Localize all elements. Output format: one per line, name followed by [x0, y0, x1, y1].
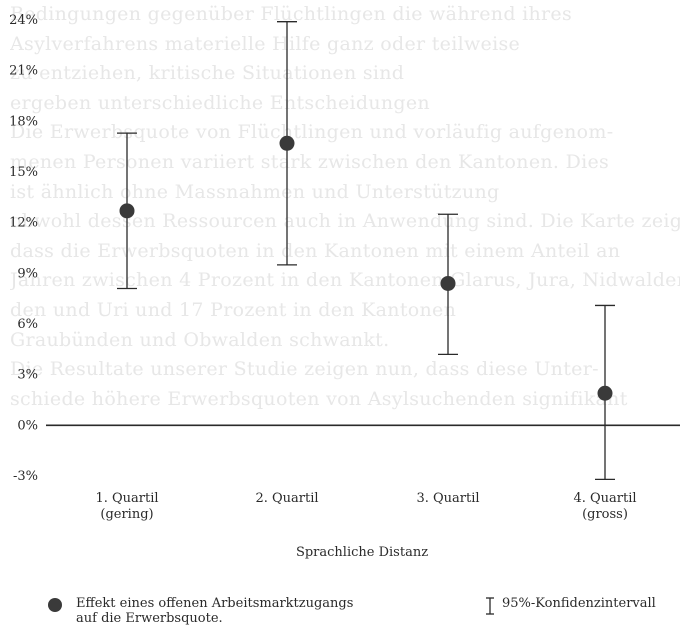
y-tick-label: 12%: [9, 216, 38, 231]
background-text-line: Jahren zwischen 4 Prozent in den Kantone…: [10, 269, 680, 292]
x-axis: 1. Quartil(gering) 2. Quartil 3. Quartil 4.…: [95, 491, 636, 522]
background-text-line: ist ähnlich ohne Massnahmen und Unterstü…: [10, 180, 500, 203]
effect-point: [440, 275, 456, 291]
legend-point-label-line1: Effekt eines offenen Arbeitsmarktzugangs: [76, 596, 354, 611]
y-tick-label: 9%: [17, 266, 38, 281]
background-text-line: Graubünden und Obwalden schwankt.: [10, 328, 390, 351]
x-category-label: 4. Quartil: [573, 491, 636, 506]
background-text-line: Asylverfahrens materielle Hilfe ganz ode…: [10, 32, 521, 55]
y-tick-label: 18%: [9, 114, 38, 129]
y-tick-label: 3%: [17, 368, 38, 383]
effect-point: [279, 135, 295, 151]
background-text-line: Bedingungen gegenüber Flüchtlingen die w…: [10, 3, 573, 25]
x-category-label: 2. Quartil: [255, 491, 318, 506]
x-axis-title: Sprachliche Distanz: [296, 545, 428, 560]
effect-point: [119, 203, 135, 219]
background-text-line: menen Personen variiert stark zwischen d…: [10, 150, 610, 173]
y-tick-label: 21%: [9, 64, 38, 79]
background-text-line: schiede höhere Erwerbsquoten von Asylsuc…: [10, 387, 628, 410]
x-category-label: 3. Quartil: [416, 491, 479, 506]
background-text-line: Die Resultate unserer Studie zeigen nun,…: [10, 358, 599, 381]
background-text-line: ergeben unterschiedliche Entscheidungen: [10, 91, 430, 114]
errorbar-icon: [486, 597, 494, 615]
x-category-label: (gering): [100, 507, 153, 522]
y-tick-label: 24%: [9, 13, 38, 28]
legend-point-marker: [48, 598, 62, 612]
y-tick-label: 15%: [9, 165, 38, 180]
chart-marks: [117, 21, 615, 481]
errorbar-chart: -3% 0% 3% 6% 9% 12% 15% 18% 21% 24% 1. Quartil(ge…: [9, 13, 680, 560]
y-tick-label: -3%: [13, 469, 38, 484]
y-axis: -3% 0% 3% 6% 9% 12% 15% 18% 21% 24%: [9, 13, 38, 484]
legend: Effekt eines offenen Arbeitsmarktzugangs…: [0, 596, 680, 629]
background-text-line: Die Erwerbsquote von Flüchtlingen und vo…: [10, 121, 614, 144]
legend-point-label: Effekt eines offenen Arbeitsmarktzugangs…: [76, 596, 353, 626]
legend-ci-label: 95%-Konfidenzintervall: [502, 596, 656, 611]
y-tick-label: 0%: [17, 418, 38, 433]
x-category-label: (gross): [582, 507, 628, 522]
background-text-line: den und Uri und 17 Prozent in den Kanton…: [10, 298, 457, 321]
legend-point-label-line2: auf die Erwerbsquote.: [76, 611, 223, 626]
background-text-line: obwohl dessen Ressourcen auch in Anwendu…: [10, 210, 680, 233]
y-tick-label: 6%: [17, 317, 38, 332]
background-text-line: dass die Erwerbsquoten in den Kantonen m…: [10, 239, 621, 262]
background-text-line: zu entziehen, kritische Situationen sind: [10, 62, 405, 85]
effect-point: [597, 385, 613, 401]
background-text: Bedingungen gegenüber Flüchtlingen die w…: [10, 0, 680, 470]
x-category-label: 1. Quartil: [95, 491, 158, 506]
